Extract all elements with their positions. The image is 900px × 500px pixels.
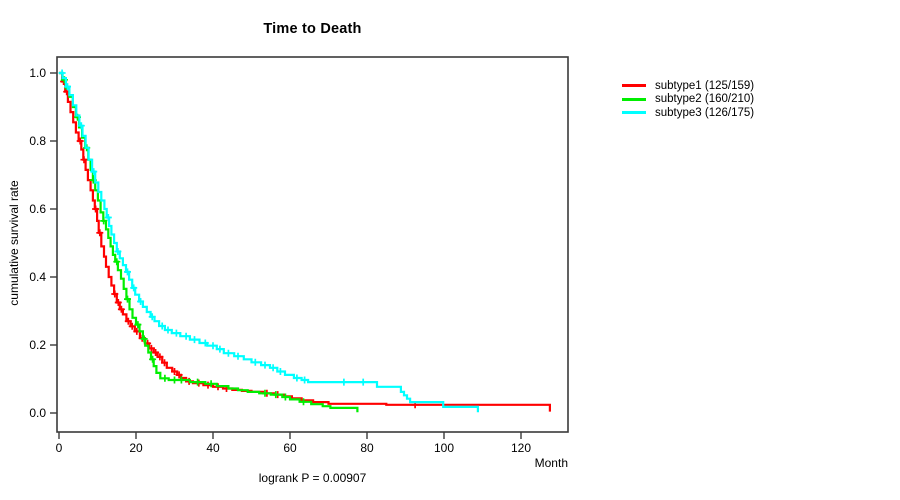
survival-curve-2 (59, 71, 359, 413)
y-tick-label: 0.4 (29, 270, 46, 284)
legend-line-swatch (622, 84, 646, 88)
legend-line-swatch (622, 97, 646, 101)
logrank-annotation: logrank P = 0.00907 (258, 471, 367, 485)
y-tick-label: 0.0 (29, 406, 46, 420)
legend-label: subtype1 (125/159) (655, 79, 755, 92)
x-tick-label: 40 (206, 441, 220, 455)
x-tick-label: 80 (360, 441, 374, 455)
legend-label: subtype3 (126/175) (655, 106, 755, 119)
x-tick-label: 100 (434, 441, 454, 455)
legend-item-subtype1: subtype1 (125/159) (622, 79, 754, 93)
chart-title: Time to Death (263, 21, 362, 37)
legend-item-subtype3: subtype3 (126/175) (622, 106, 754, 120)
legend-line-swatch (622, 111, 646, 115)
survival-curve-3 (59, 71, 479, 413)
legend-item-subtype2: subtype2 (160/210) (622, 93, 754, 107)
x-tick-label: 20 (129, 441, 143, 455)
legend: subtype1 (125/159) subtype2 (160/210) subt… (622, 79, 754, 120)
censor-marks-2 (60, 76, 307, 406)
y-tick-label: 1.0 (29, 66, 46, 80)
y-tick-label: 0.2 (29, 338, 46, 352)
y-tick-label: 0.6 (29, 202, 46, 216)
x-tick-label: 120 (511, 441, 531, 455)
plot-border (56, 56, 569, 433)
y-tick-label: 0.8 (29, 134, 46, 148)
survival-curve-1 (59, 71, 551, 412)
x-tick-label: 0 (56, 441, 63, 455)
x-axis-label: Month (534, 456, 568, 470)
legend-label: subtype2 (160/210) (655, 93, 755, 106)
censor-marks-3 (58, 69, 367, 386)
x-tick-label: 60 (283, 441, 297, 455)
